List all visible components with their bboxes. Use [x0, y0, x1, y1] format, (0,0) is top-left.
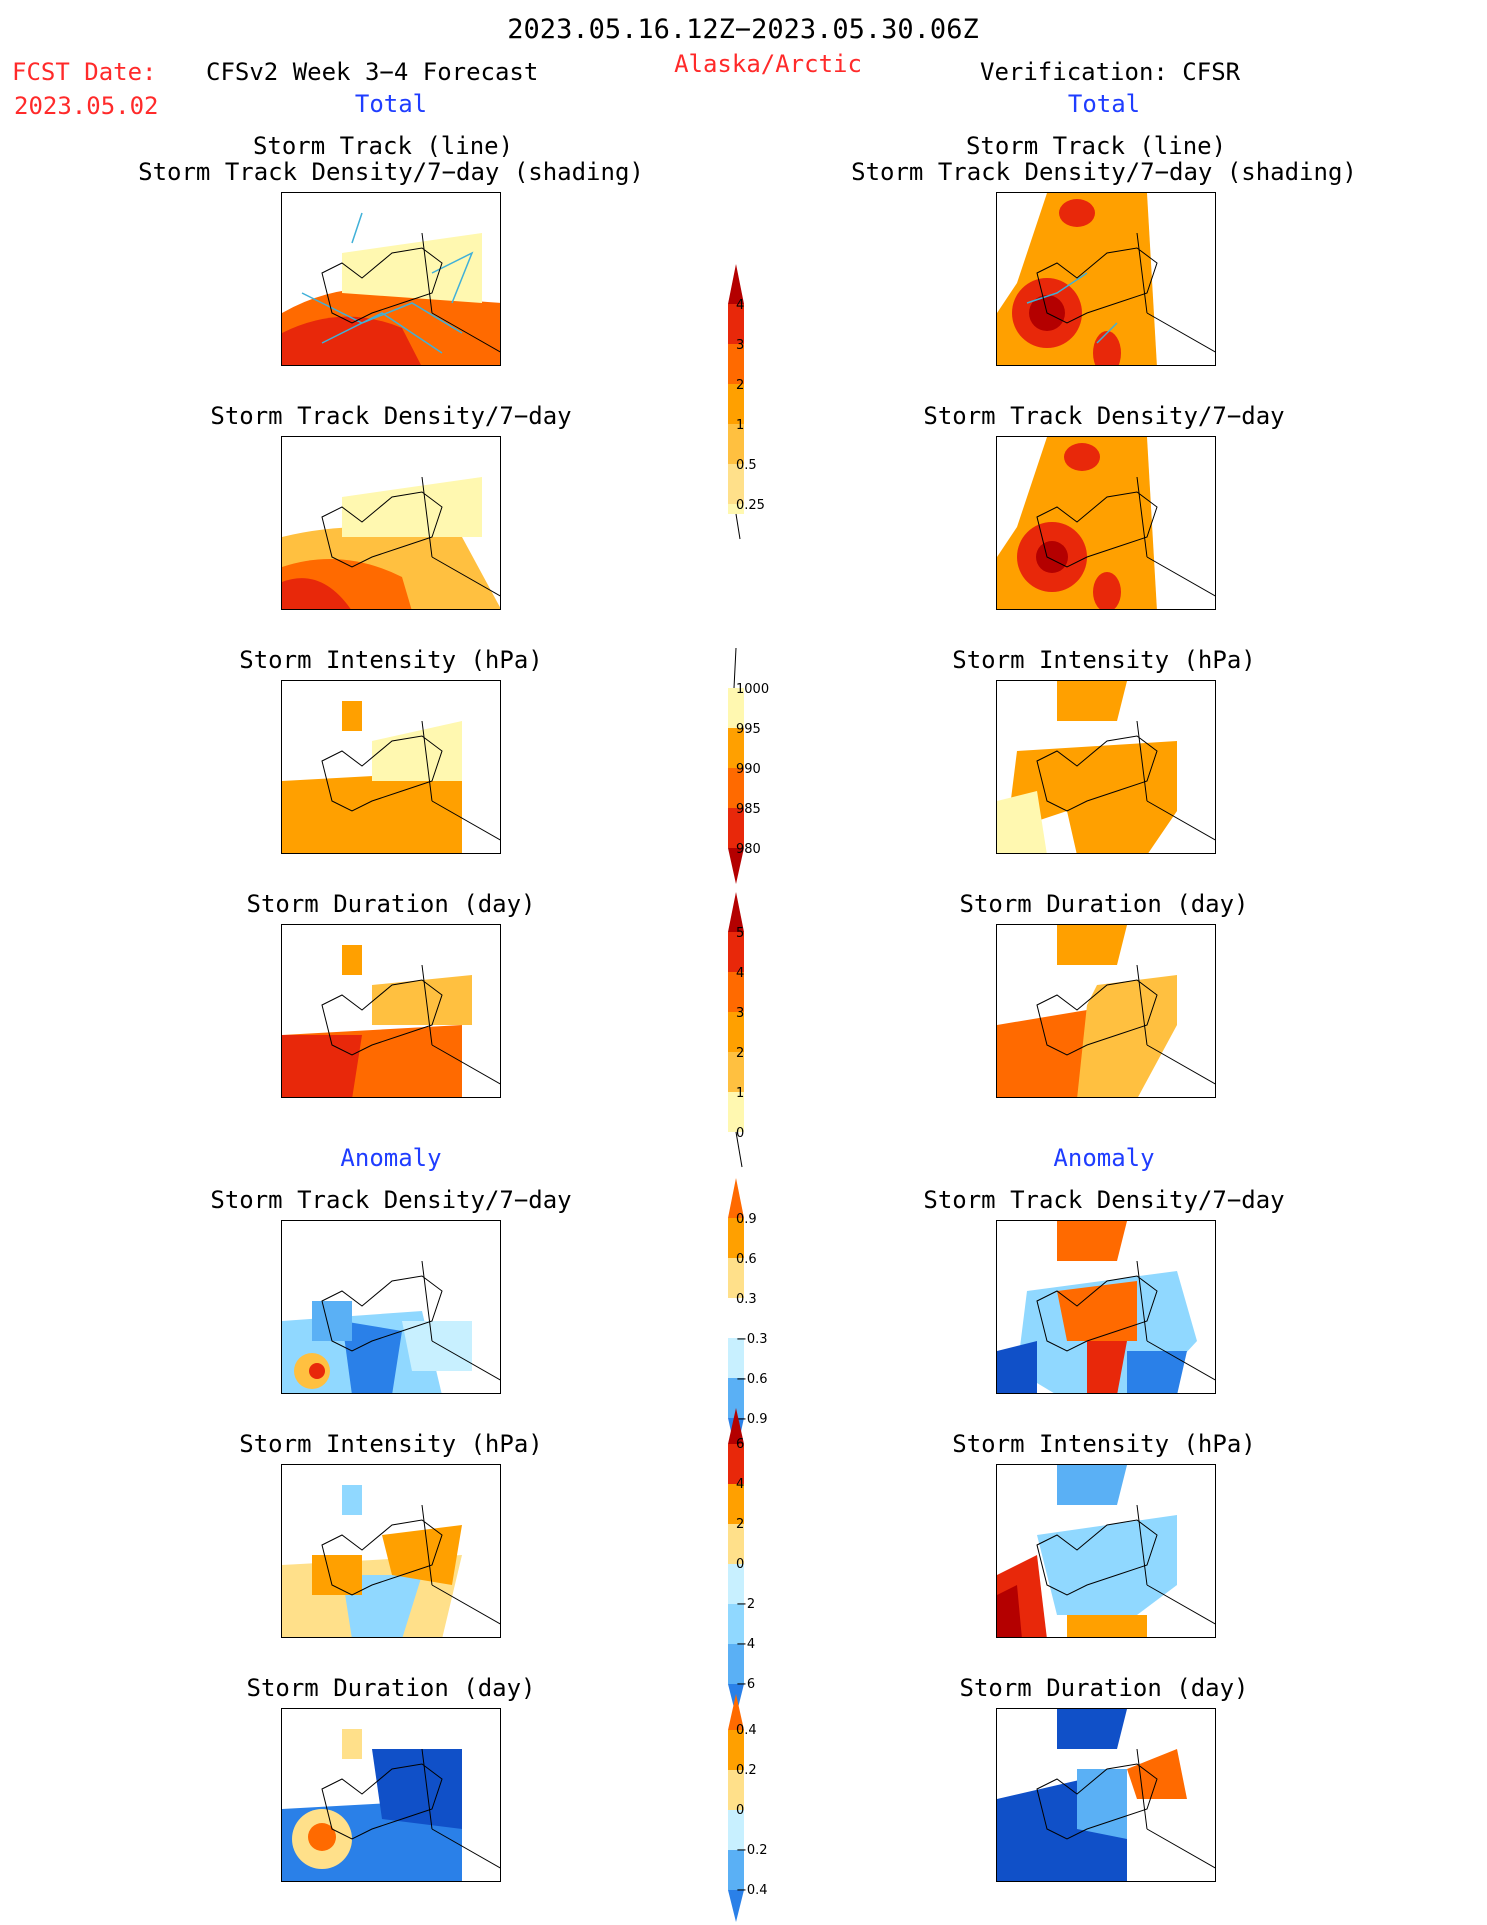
tick-density-3: 1 — [736, 418, 745, 433]
map-right-density-anom — [996, 1220, 1216, 1394]
tick-duration-anom-0: 0.4 — [736, 1723, 757, 1738]
fcst-date-value: 2023.05.02 — [14, 92, 159, 120]
tick-density-anom-1: 0.6 — [736, 1252, 757, 1267]
tick-intensity-3: 985 — [736, 802, 761, 817]
right-duration-anom-title: Storm Duration (day) — [959, 1674, 1249, 1702]
tick-density-anom-2: 0.3 — [736, 1292, 757, 1307]
tick-intensity-anom-3: 0 — [736, 1557, 745, 1572]
tick-intensity-4: 980 — [736, 842, 761, 857]
tick-intensity-anom-4: −2 — [736, 1597, 756, 1612]
left-anomaly-label: Anomaly — [340, 1144, 442, 1172]
time-range-title: 2023.05.16.12Z−2023.05.30.06Z — [507, 14, 979, 45]
tick-intensity-anom-1: 4 — [736, 1477, 745, 1492]
tick-intensity-1: 995 — [736, 722, 761, 737]
left-duration-title: Storm Duration (day) — [246, 890, 536, 918]
map-left-density — [281, 436, 501, 610]
left-track-shading-title: Storm Track Density/7−day (shading) — [138, 158, 644, 186]
tick-intensity-anom-0: 6 — [736, 1437, 745, 1452]
tick-duration-1: 4 — [736, 966, 745, 981]
right-track-shading-title: Storm Track Density/7−day (shading) — [851, 158, 1357, 186]
tick-duration-4: 1 — [736, 1086, 745, 1101]
left-total-label: Total — [354, 90, 428, 118]
left-track-line-title: Storm Track (line) — [252, 132, 514, 160]
right-density-title: Storm Track Density/7−day — [923, 402, 1285, 430]
map-right-intensity-anom — [996, 1464, 1216, 1638]
tick-duration-anom-2: 0 — [736, 1803, 745, 1818]
left-intensity-anom-title: Storm Intensity (hPa) — [239, 1430, 543, 1458]
region-title: Alaska/Arctic — [674, 50, 862, 78]
right-anomaly-label: Anomaly — [1053, 1144, 1155, 1172]
tick-intensity-0: 1000 — [736, 682, 770, 697]
tick-intensity-2: 990 — [736, 762, 761, 777]
map-right-intensity — [996, 680, 1216, 854]
tick-duration-3: 2 — [736, 1046, 745, 1061]
left-density-title: Storm Track Density/7−day — [210, 402, 572, 430]
tick-intensity-anom-2: 2 — [736, 1517, 745, 1532]
tick-density-4: 0.5 — [736, 458, 757, 473]
left-density-anom-title: Storm Track Density/7−day — [210, 1186, 572, 1214]
tick-density-anom-3: −0.3 — [736, 1332, 768, 1347]
map-right-duration-anom — [996, 1708, 1216, 1882]
tick-intensity-anom-5: −4 — [736, 1637, 756, 1652]
tick-duration-0: 5 — [736, 926, 745, 941]
right-intensity-title: Storm Intensity (hPa) — [952, 646, 1256, 674]
tick-density-anom-4: −0.6 — [736, 1372, 768, 1387]
right-density-anom-title: Storm Track Density/7−day — [923, 1186, 1285, 1214]
map-left-density-anom — [281, 1220, 501, 1394]
fcst-date-label: FCST Date: — [12, 58, 157, 86]
left-intensity-title: Storm Intensity (hPa) — [239, 646, 543, 674]
right-duration-title: Storm Duration (day) — [959, 890, 1249, 918]
model-title: CFSv2 Week 3−4 Forecast — [206, 58, 539, 86]
map-right-track — [996, 192, 1216, 366]
tick-intensity-anom-6: −6 — [736, 1677, 756, 1692]
right-total-label: Total — [1067, 90, 1141, 118]
map-left-intensity-anom — [281, 1464, 501, 1638]
map-left-duration — [281, 924, 501, 1098]
tick-density-5: 0.25 — [736, 498, 765, 513]
tick-density-anom-0: 0.9 — [736, 1212, 757, 1227]
map-right-density — [996, 436, 1216, 610]
tick-density-1: 3 — [736, 338, 745, 353]
verification-title: Verification: CFSR — [980, 58, 1241, 86]
right-track-line-title: Storm Track (line) — [965, 132, 1227, 160]
tick-duration-2: 3 — [736, 1006, 745, 1021]
tick-duration-5: 0 — [736, 1126, 745, 1141]
tick-density-2: 2 — [736, 378, 745, 393]
tick-duration-anom-3: −0.2 — [736, 1843, 768, 1858]
tick-duration-anom-4: −0.4 — [736, 1883, 768, 1898]
tick-density-0: 4 — [736, 298, 745, 313]
map-left-duration-anom — [281, 1708, 501, 1882]
map-left-intensity — [281, 680, 501, 854]
tick-density-anom-5: −0.9 — [736, 1412, 768, 1427]
left-duration-anom-title: Storm Duration (day) — [246, 1674, 536, 1702]
right-intensity-anom-title: Storm Intensity (hPa) — [952, 1430, 1256, 1458]
map-right-duration — [996, 924, 1216, 1098]
tick-duration-anom-1: 0.2 — [736, 1763, 757, 1778]
map-left-track — [281, 192, 501, 366]
